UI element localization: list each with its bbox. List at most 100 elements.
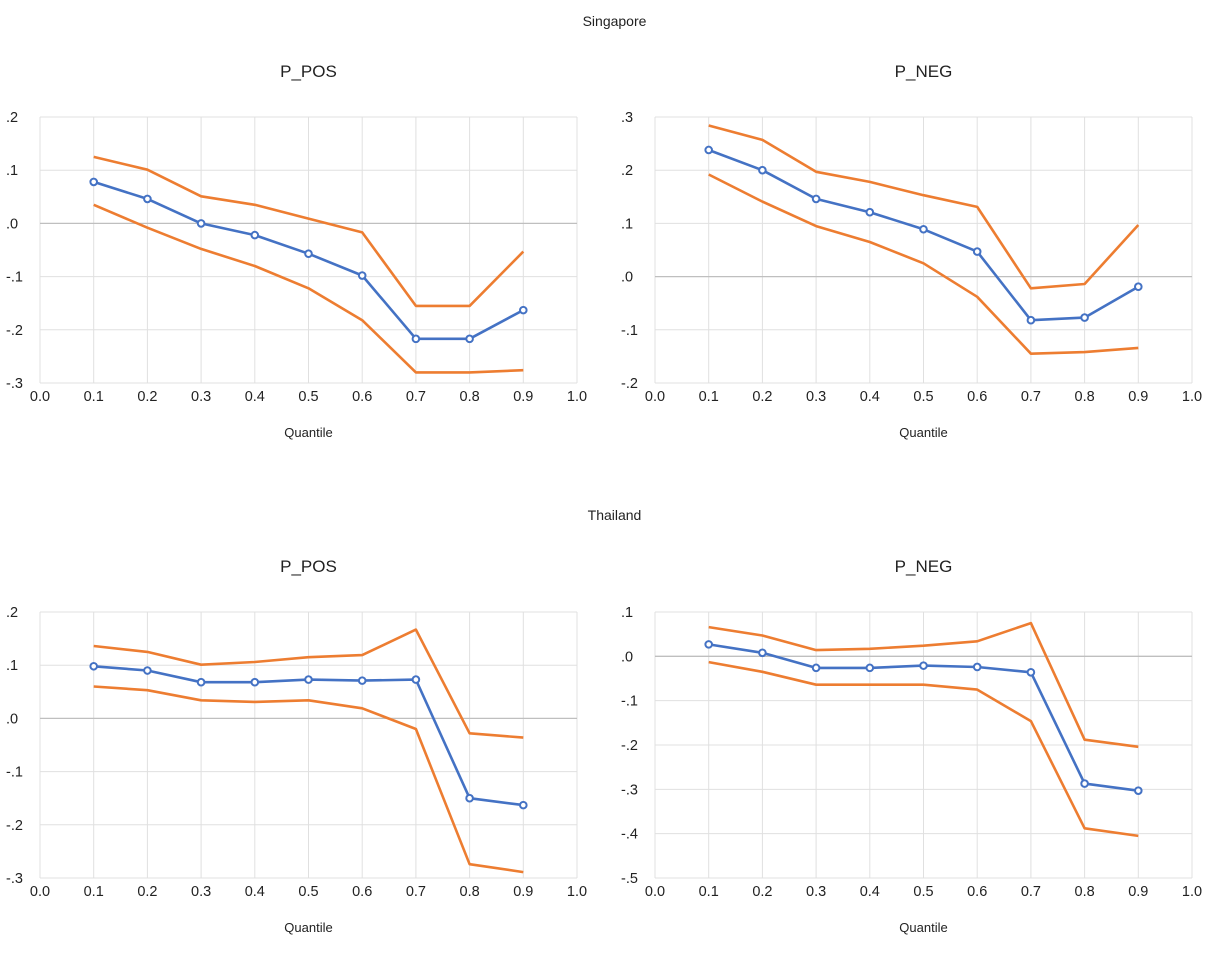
x-axis-label: Quantile [284, 425, 332, 440]
y-tick-label: .2 [6, 110, 18, 126]
y-tick-label: .0 [6, 711, 18, 727]
x-tick-label: 0.5 [913, 884, 933, 900]
y-tick-label: -.2 [6, 323, 23, 339]
data-point [1134, 786, 1143, 795]
data-point [972, 662, 982, 672]
x-tick-label: 0.3 [191, 389, 211, 405]
y-tick-label: -.3 [6, 376, 23, 392]
x-tick-label: 1.0 [1182, 884, 1202, 900]
x-tick-label: 0.7 [406, 884, 426, 900]
y-tick-label: .1 [6, 163, 18, 179]
y-tick-label: -.5 [621, 871, 638, 887]
x-tick-label: 0.5 [298, 884, 318, 900]
x-tick-label: 0.1 [84, 884, 104, 900]
data-point [865, 207, 875, 217]
data-point [196, 219, 206, 228]
y-tick-label: -.1 [6, 765, 23, 781]
chart-title: P_POS [280, 557, 337, 576]
data-point [1026, 315, 1036, 325]
x-tick-label: 0.5 [298, 389, 318, 405]
x-tick-label: 0.7 [1021, 884, 1041, 900]
x-tick-label: 0.4 [860, 389, 880, 405]
y-tick-label: -.4 [621, 827, 638, 843]
x-tick-label: 0.2 [752, 884, 772, 900]
data-point [919, 224, 928, 234]
data-point [250, 230, 260, 240]
series-line-lower [708, 173, 1139, 356]
chart-singapore-p-neg: P_NEG 0.0 0.1 0.2 0.3 0.4 0.5 0.6 0.7 0.8 0.9 1.0 .3… [621, 62, 1202, 440]
x-tick-label: 0.3 [806, 389, 826, 405]
x-tick-label: 0.0 [30, 389, 50, 405]
y-tick-label: -.2 [6, 818, 23, 834]
data-point [143, 666, 152, 675]
data-point [143, 194, 152, 204]
x-tick-label: 0.4 [245, 884, 265, 900]
chart-title: P_NEG [895, 62, 953, 81]
data-point [704, 640, 713, 649]
series-line-lower [93, 685, 524, 874]
x-tick-label: 0.0 [645, 884, 665, 900]
data-point [250, 677, 260, 687]
x-tick-label: 0.1 [84, 389, 104, 405]
x-tick-label: 1.0 [567, 884, 587, 900]
data-point [465, 793, 474, 803]
data-point [758, 165, 767, 175]
data-point [758, 648, 767, 658]
y-tick-label: -.3 [6, 871, 23, 887]
x-axis-label: Quantile [284, 920, 332, 935]
data-point [196, 677, 206, 687]
x-tick-label: 0.6 [967, 884, 987, 900]
x-tick-label: 0.3 [806, 884, 826, 900]
data-point [865, 663, 875, 673]
y-tick-label: -.1 [621, 323, 638, 339]
data-point [811, 194, 821, 204]
x-tick-label: 0.1 [699, 389, 719, 405]
data-point [1080, 779, 1089, 788]
chart-thailand-p-pos: P_POS 0.0 0.1 0.2 0.3 0.4 0.5 0.6 0.7 0.8 0.9 1.0 .2… [6, 557, 587, 935]
y-tick-label: .0 [621, 270, 633, 286]
y-tick-label: -.2 [621, 376, 638, 392]
x-tick-label: 1.0 [567, 389, 587, 405]
y-tick-label: -.1 [621, 694, 638, 710]
x-tick-label: 0.8 [1075, 884, 1095, 900]
data-point [972, 247, 982, 256]
y-tick-label: .0 [621, 649, 633, 665]
x-tick-label: 0.0 [645, 389, 665, 405]
group-title-thailand: Thailand [587, 507, 642, 523]
x-tick-label: 0.2 [752, 389, 772, 405]
x-tick-label: 0.9 [1128, 884, 1148, 900]
data-point [411, 675, 421, 684]
data-point [919, 661, 928, 670]
data-point [465, 334, 474, 344]
data-point [89, 661, 98, 671]
data-point [811, 663, 821, 673]
chart-title: P_NEG [895, 557, 953, 576]
data-point [519, 305, 528, 315]
data-point [357, 676, 367, 685]
data-point [411, 334, 421, 344]
x-tick-label: 0.8 [460, 884, 480, 900]
x-tick-label: 0.1 [699, 884, 719, 900]
chart-title: P_POS [280, 62, 337, 81]
x-tick-label: 0.6 [352, 389, 372, 405]
y-tick-label: .3 [621, 110, 633, 126]
data-point [704, 145, 713, 155]
series-line-lower [93, 203, 524, 374]
data-point [1134, 282, 1143, 292]
x-tick-label: 0.2 [137, 389, 157, 405]
x-tick-label: 0.9 [1128, 389, 1148, 405]
data-point [519, 800, 528, 810]
y-tick-label: .0 [6, 216, 18, 232]
data-point [1026, 667, 1036, 677]
data-point [1080, 313, 1089, 322]
group-title-singapore: Singapore [582, 13, 647, 29]
y-tick-label: .2 [621, 163, 633, 179]
series-line-lower [708, 660, 1139, 838]
y-tick-label: .1 [6, 658, 18, 674]
y-tick-label: .1 [621, 216, 633, 232]
y-tick-label: .1 [621, 605, 633, 621]
chart-singapore-p-pos: P_POS 0.0 0.1 0.2 0.3 0.4 0.5 0.6 0.7 0.8 0.9 1.0 .2… [6, 62, 587, 440]
x-axis-label: Quantile [899, 425, 947, 440]
data-point [304, 249, 313, 259]
x-tick-label: 0.8 [1075, 389, 1095, 405]
